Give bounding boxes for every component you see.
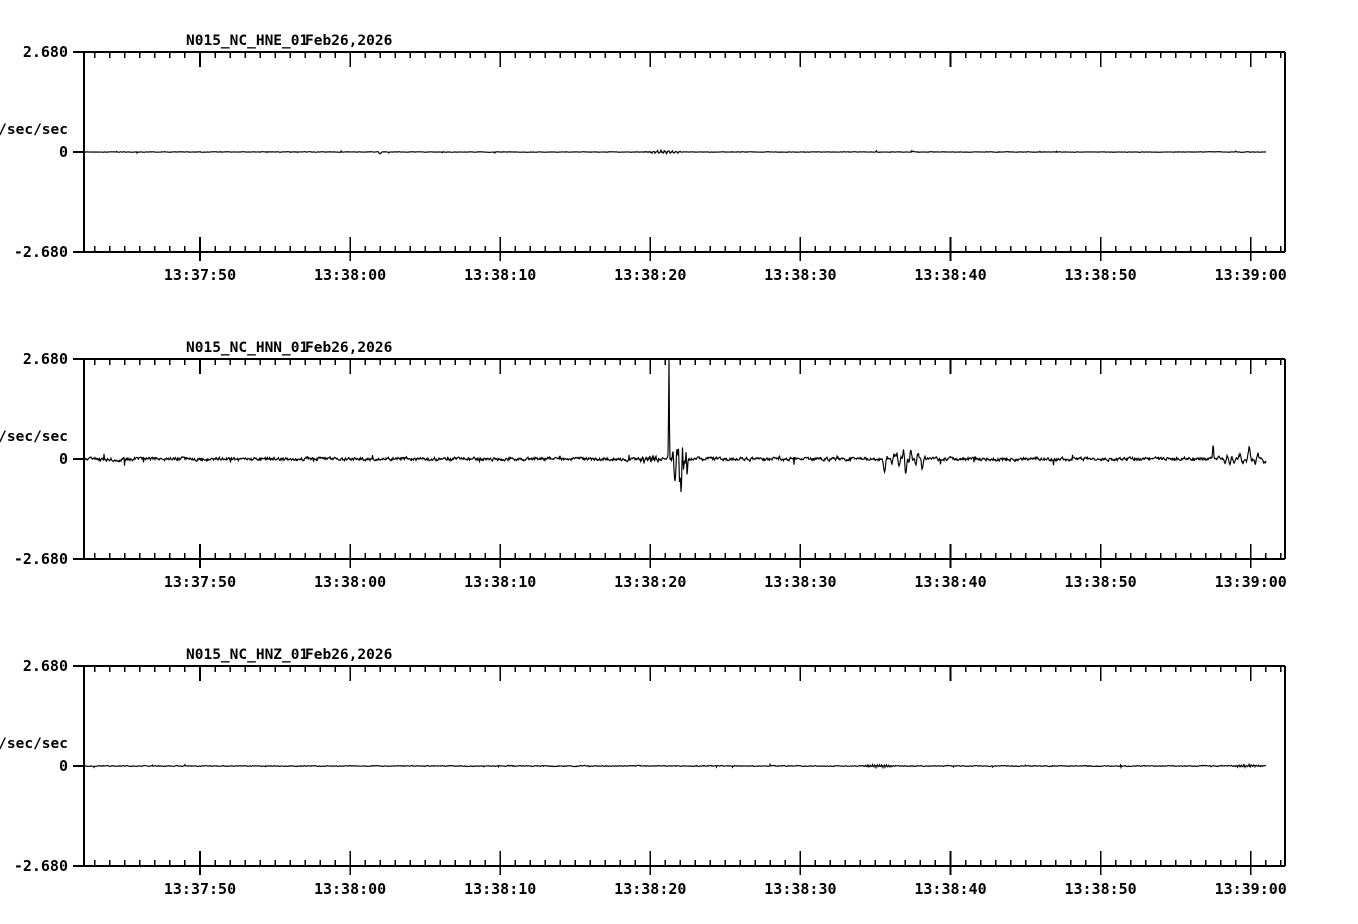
x-axis-tick-label: 13:38:10 xyxy=(464,880,536,898)
x-axis-tick-label: 13:39:00 xyxy=(1215,266,1287,284)
panel-date: Feb26,2026 xyxy=(305,33,392,49)
y-axis-zero-label: 0 xyxy=(59,143,68,161)
y-axis-unit-label: cm/sec/sec xyxy=(0,429,68,445)
x-axis-tick-label: 13:37:50 xyxy=(164,573,236,591)
x-axis-ticks xyxy=(94,52,1282,261)
x-axis-tick-label: 13:38:30 xyxy=(764,573,836,591)
x-axis-tick-label: 13:38:00 xyxy=(314,880,386,898)
x-axis-tick-label: 13:38:00 xyxy=(314,266,386,284)
x-axis-ticks xyxy=(94,359,1282,568)
y-axis-zero-label: 0 xyxy=(59,757,68,775)
y-axis-min-label: -2.680 xyxy=(14,243,68,261)
x-axis-labels: 13:37:50 13:38:00 13:38:10 13:38:20 13:38:30… xyxy=(164,573,1287,591)
x-axis-tick-label: 13:39:00 xyxy=(1215,880,1287,898)
x-axis-tick-label: 13:38:20 xyxy=(614,266,686,284)
x-axis-tick-label: 13:38:50 xyxy=(1064,573,1136,591)
x-axis-tick-label: 13:38:30 xyxy=(764,880,836,898)
y-axis-unit-label: cm/sec/sec xyxy=(0,122,68,138)
x-axis-tick-label: 13:38:40 xyxy=(914,266,986,284)
x-axis-tick-label: 13:37:50 xyxy=(164,880,236,898)
panel-title: N015_NC_HNZ_01 xyxy=(186,647,308,663)
x-axis-tick-label: 13:37:50 xyxy=(164,266,236,284)
x-axis-tick-label: 13:39:00 xyxy=(1215,573,1287,591)
waveform-trace xyxy=(83,358,1267,493)
panel-date: Feb26,2026 xyxy=(305,647,392,663)
y-axis-ticks xyxy=(73,358,84,560)
y-axis-ticks xyxy=(73,665,84,867)
x-axis-tick-label: 13:38:00 xyxy=(314,573,386,591)
x-axis-tick-label: 13:38:20 xyxy=(614,573,686,591)
panel-title: N015_NC_HNN_01 xyxy=(186,340,308,356)
panel-title: N015_NC_HNE_01 xyxy=(186,33,308,49)
x-axis-ticks xyxy=(94,666,1282,875)
x-axis-labels: 13:37:50 13:38:00 13:38:10 13:38:20 13:38:30… xyxy=(164,880,1287,898)
x-axis-labels: 13:37:50 13:38:00 13:38:10 13:38:20 13:38:30… xyxy=(164,266,1287,284)
y-axis-max-label: 2.680 xyxy=(23,657,68,675)
waveform-trace xyxy=(83,148,1267,156)
x-axis-tick-label: 13:38:40 xyxy=(914,880,986,898)
y-axis-min-label: -2.680 xyxy=(14,857,68,875)
y-axis-zero-label: 0 xyxy=(59,450,68,468)
x-axis-tick-label: 13:38:40 xyxy=(914,573,986,591)
y-axis-max-label: 2.680 xyxy=(23,350,68,368)
plot-frame xyxy=(83,665,1286,867)
x-axis-tick-label: 13:38:20 xyxy=(614,880,686,898)
panel-date: Feb26,2026 xyxy=(305,340,392,356)
x-axis-tick-label: 13:38:50 xyxy=(1064,266,1136,284)
y-axis-ticks xyxy=(73,51,84,253)
waveform-trace xyxy=(83,762,1267,770)
x-axis-tick-label: 13:38:10 xyxy=(464,266,536,284)
x-axis-tick-label: 13:38:50 xyxy=(1064,880,1136,898)
y-axis-max-label: 2.680 xyxy=(23,43,68,61)
x-axis-tick-label: 13:38:10 xyxy=(464,573,536,591)
y-axis-unit-label: cm/sec/sec xyxy=(0,736,68,752)
y-axis-min-label: -2.680 xyxy=(14,550,68,568)
x-axis-tick-label: 13:38:30 xyxy=(764,266,836,284)
